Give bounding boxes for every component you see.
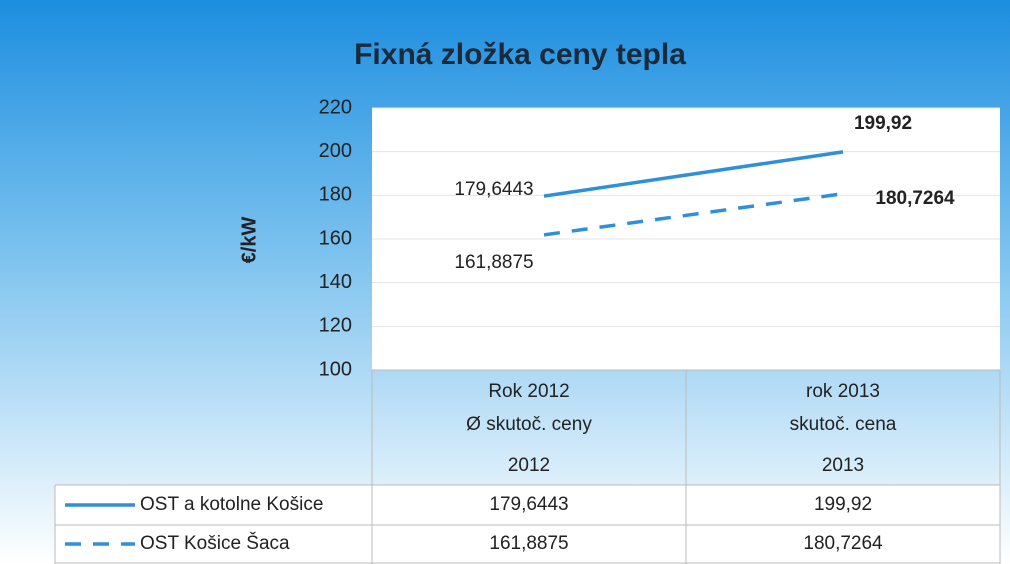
x-tick-label: skutoč. cena	[790, 414, 897, 435]
legend-label: OST Košice Šaca	[140, 532, 290, 554]
y-tick-label: 140	[319, 271, 352, 293]
table-value: 161,8875	[489, 533, 568, 554]
data-label: 180,7264	[875, 188, 955, 209]
series-line	[543, 192, 844, 237]
table-value: 180,7264	[803, 533, 883, 554]
legend-label: OST a kotolne Košice	[140, 494, 323, 515]
y-tick-label: 100	[319, 358, 352, 380]
y-tick-label: 200	[319, 140, 352, 162]
x-tick-label: 2012	[508, 455, 550, 476]
chart-title: Fixná zložka ceny tepla	[354, 38, 686, 71]
series-line	[543, 150, 844, 198]
x-tick-label: 2013	[822, 455, 864, 476]
y-tick-label: 160	[319, 227, 352, 249]
x-tick-label: Rok 2012	[488, 381, 569, 402]
y-tick-label: 180	[319, 184, 352, 206]
table-value: 199,92	[814, 494, 872, 515]
y-axis-label: €/kW	[238, 217, 260, 264]
data-label: 179,6443	[454, 179, 533, 200]
data-label: 161,8875	[454, 252, 533, 273]
table-value: 179,6443	[489, 494, 568, 515]
x-tick-label: Ø skutoč. ceny	[466, 414, 592, 435]
x-tick-label: rok 2013	[806, 381, 880, 402]
y-tick-label: 220	[319, 96, 352, 118]
y-tick-label: 120	[319, 315, 352, 337]
data-label: 199,92	[854, 113, 912, 134]
